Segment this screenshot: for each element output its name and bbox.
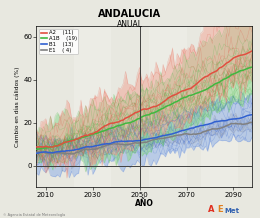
Legend: A2    (11), A1B    (19), B1    (13), E1    ( 4): A2 (11), A1B (19), B1 (13), E1 ( 4) (39, 29, 78, 54)
Text: A: A (208, 205, 214, 214)
Bar (201, 26, 238, 187)
Text: ANUAL: ANUAL (117, 20, 143, 29)
Bar (149, 26, 186, 187)
X-axis label: AÑO: AÑO (135, 199, 154, 208)
Y-axis label: Cambio en días cálidos (%): Cambio en días cálidos (%) (15, 66, 21, 147)
Text: ANDALUCIA: ANDALUCIA (99, 9, 161, 19)
Text: Met: Met (224, 208, 239, 214)
Bar (74, 26, 112, 187)
Text: E: E (217, 205, 223, 214)
Text: © Agencia Estatal de Meteorología: © Agencia Estatal de Meteorología (3, 213, 65, 217)
